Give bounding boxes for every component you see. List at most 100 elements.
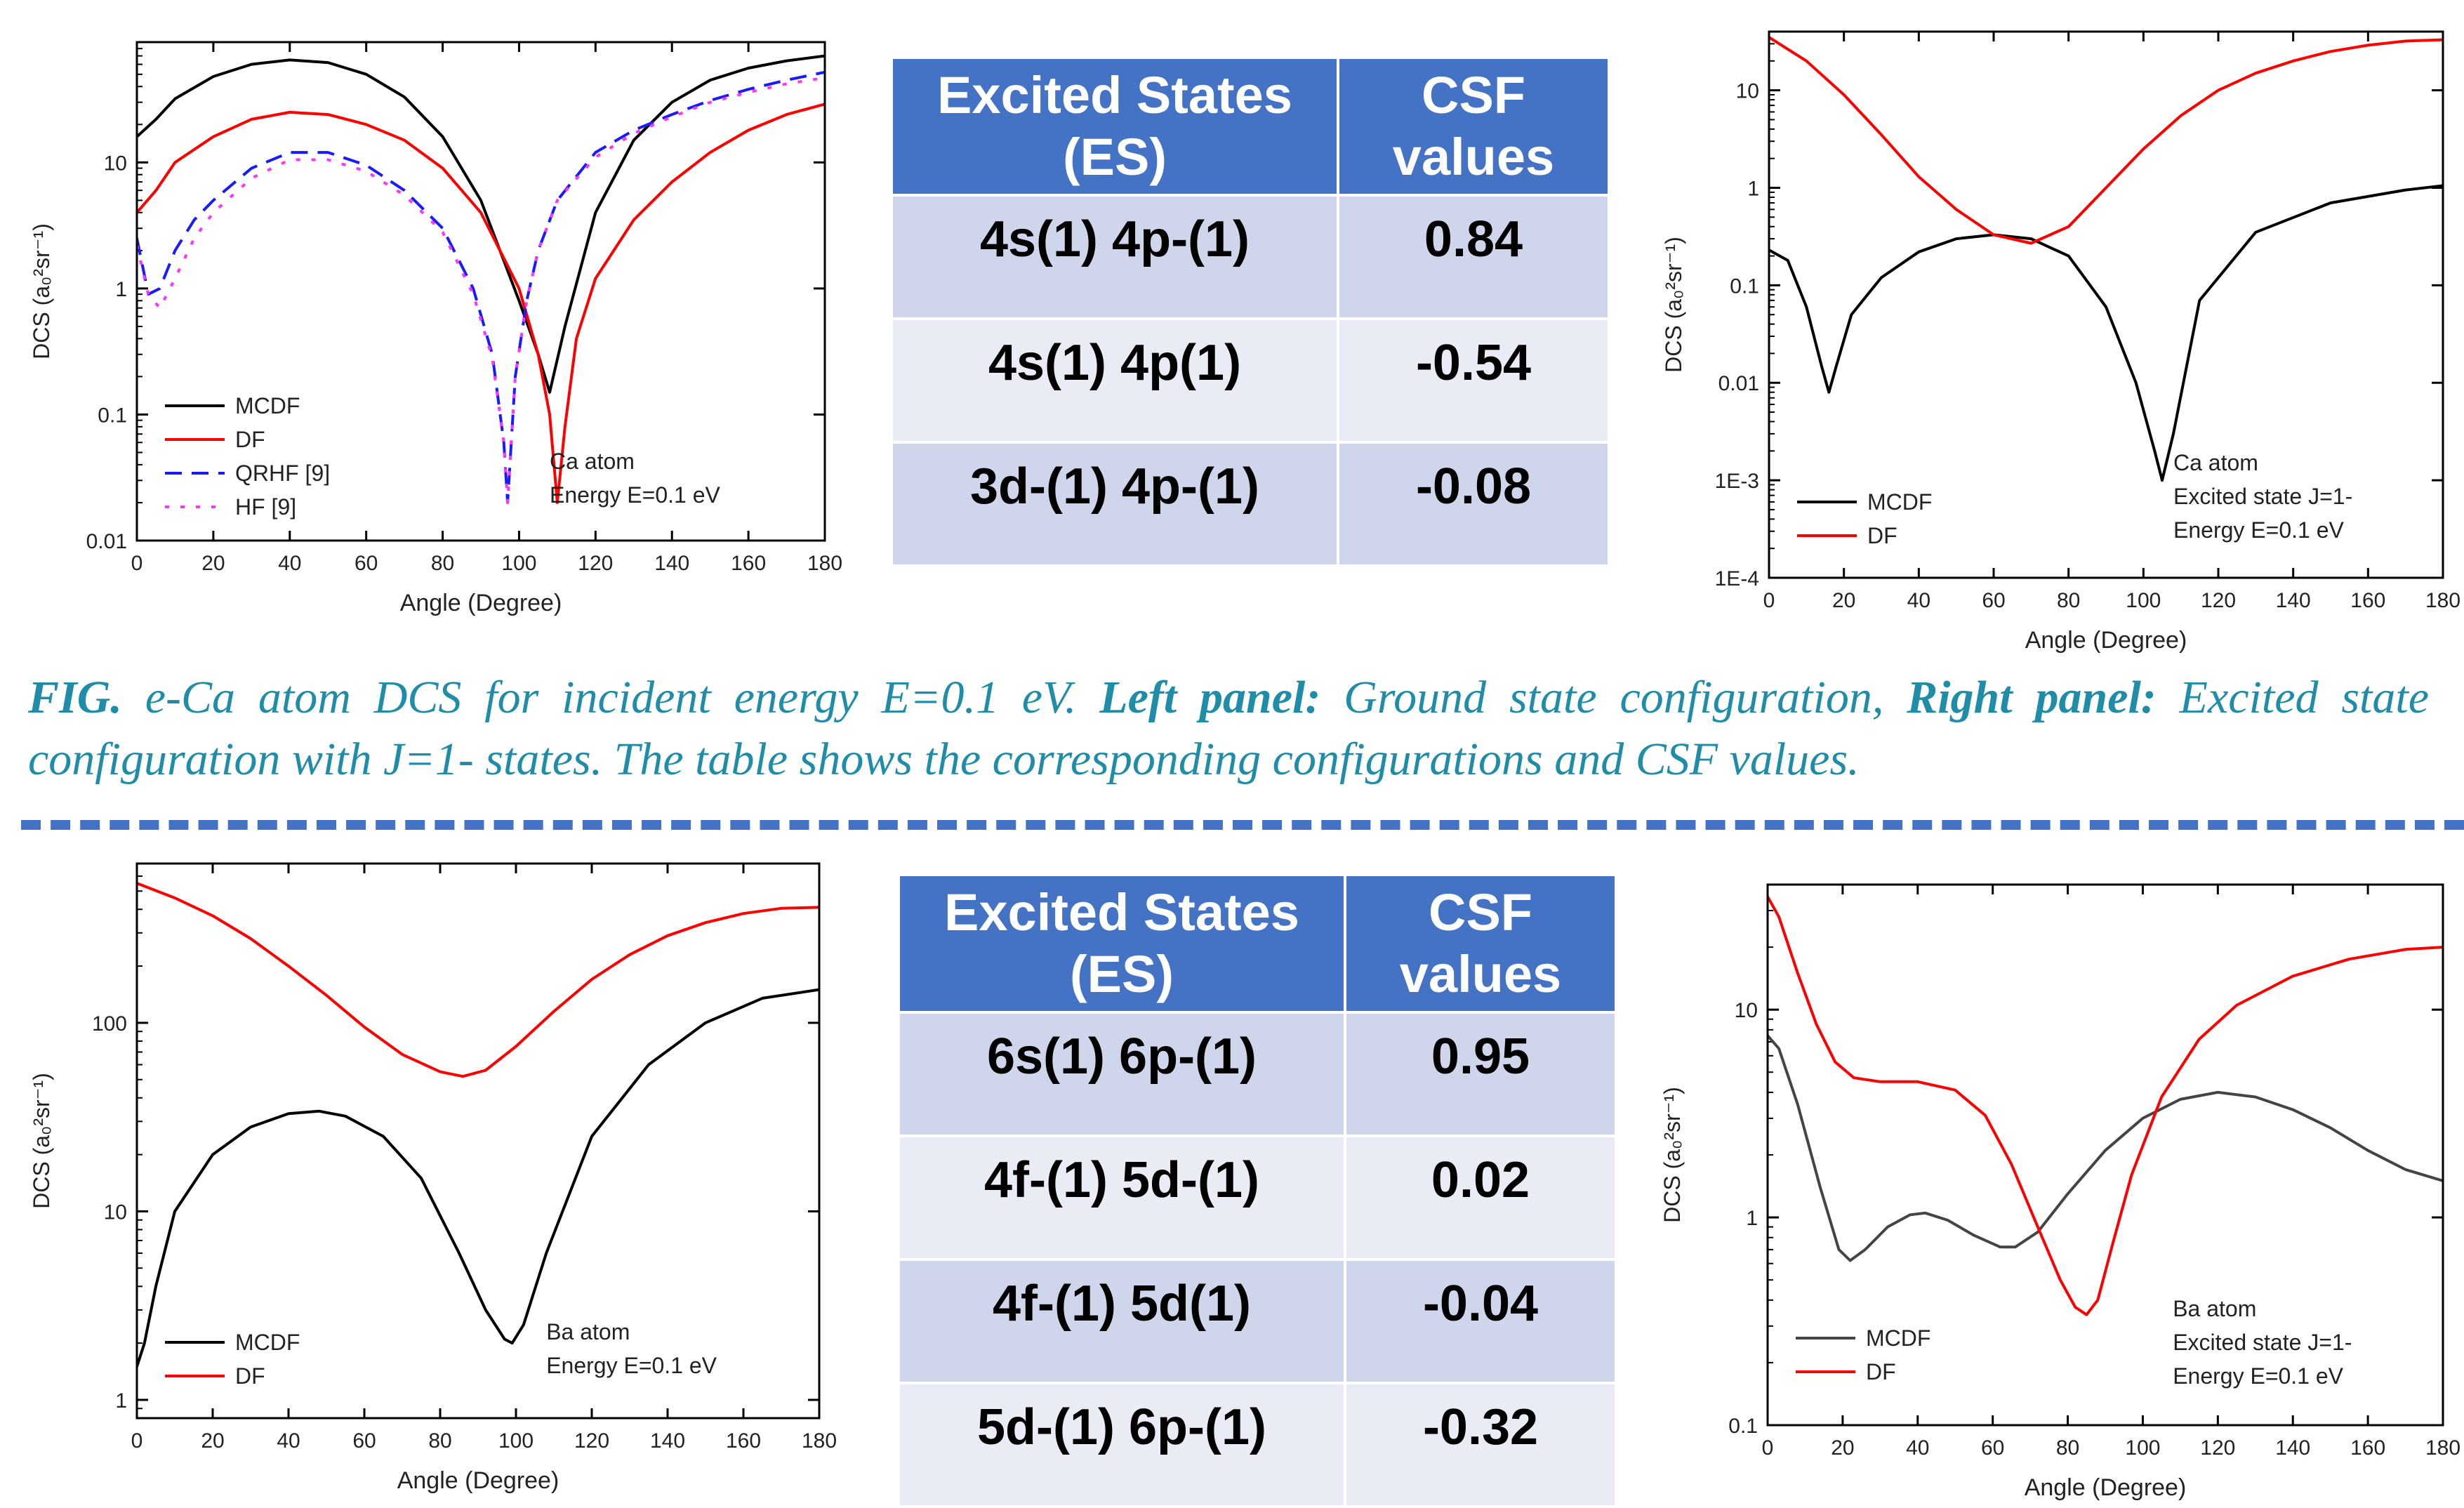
y-tick-label: 1 xyxy=(1746,1207,1758,1230)
y-axis-label: DCS (a₀²sr⁻¹) xyxy=(29,1073,54,1209)
table-row: 3d-(1) 4p-(1) -0.08 xyxy=(890,441,1610,567)
x-tick-label: 120 xyxy=(578,552,613,575)
x-tick-label: 100 xyxy=(501,552,536,575)
table-cell-state: 4f-(1) 5d(1) xyxy=(897,1258,1346,1384)
annotation-text: Excited state J=1- xyxy=(2173,484,2352,509)
x-tick-label: 160 xyxy=(2350,589,2385,612)
table-cell-state: 5d-(1) 6p-(1) xyxy=(897,1382,1346,1508)
table-cell-csf: 0.02 xyxy=(1344,1135,1617,1261)
y-axis-label: DCS (a₀²sr⁻¹) xyxy=(1660,1087,1685,1223)
csf-table-ca: Excited States (ES) CSF values 4s(1) 4p-… xyxy=(890,56,1610,567)
plot-frame xyxy=(135,862,821,1420)
x-tick-label: 20 xyxy=(201,1429,224,1453)
series-line-df xyxy=(1769,36,2443,245)
y-tick-label: 1 xyxy=(115,1389,127,1413)
x-tick-label: 140 xyxy=(2275,1436,2310,1460)
annotation-text: Energy E=0.1 eV xyxy=(2173,517,2344,543)
y-tick-label: 0.01 xyxy=(1718,372,1759,395)
x-tick-label: 60 xyxy=(1982,589,2005,612)
annotation-text: Ba atom xyxy=(546,1319,630,1344)
x-tick-label: 0 xyxy=(131,552,143,575)
table-cell-state: 3d-(1) 4p-(1) xyxy=(890,441,1339,567)
y-tick-label: 1 xyxy=(115,278,127,301)
y-tick-label: 10 xyxy=(104,1201,127,1224)
x-tick-label: 180 xyxy=(807,552,842,575)
table-cell-csf: -0.54 xyxy=(1337,317,1610,444)
x-tick-label: 160 xyxy=(2350,1436,2385,1460)
x-tick-label: 180 xyxy=(2425,589,2460,612)
x-tick-label: 100 xyxy=(498,1429,534,1453)
x-axis-label: Angle (Degree) xyxy=(2025,1474,2187,1501)
x-tick-label: 40 xyxy=(1907,589,1930,612)
y-tick-label: 10 xyxy=(1736,80,1759,103)
plot-frame xyxy=(1768,30,2444,579)
table-header-excited-states: Excited States (ES) xyxy=(897,873,1346,1014)
x-tick-label: 0 xyxy=(1763,589,1775,612)
caption-text-2: Ground state configuration, xyxy=(1320,672,1907,723)
x-tick-label: 100 xyxy=(2126,589,2161,612)
legend-label: DF xyxy=(1866,1359,1896,1384)
annotation-text: Energy E=0.1 eV xyxy=(550,482,720,508)
series-line-df xyxy=(137,102,825,504)
y-axis-label: DCS (a₀²sr⁻¹) xyxy=(29,223,54,359)
x-tick-label: 60 xyxy=(355,552,378,575)
x-tick-label: 120 xyxy=(2200,1436,2235,1460)
y-tick-label: 0.1 xyxy=(1728,1415,1758,1438)
series-line-df xyxy=(1768,896,2443,1316)
csf-table-ba: Excited States (ES) CSF values 6s(1) 6p-… xyxy=(897,873,1617,1508)
plot-frame xyxy=(135,41,826,542)
x-tick-label: 120 xyxy=(2201,589,2236,612)
x-tick-label: 80 xyxy=(428,1429,451,1453)
x-tick-label: 40 xyxy=(277,1429,300,1453)
y-axis-label: DCS (a₀²sr⁻¹) xyxy=(1661,237,1686,373)
dashed-divider xyxy=(21,820,2464,830)
series-line-hf-9 xyxy=(137,76,825,504)
legend-label: HF [9] xyxy=(235,494,296,520)
chart-ca-excited: 0 20 40 60 80 100 120 140 160 180 1E-4 1E-3 0.01 0.1 1… xyxy=(1615,0,2464,660)
x-tick-label: 80 xyxy=(2056,1436,2079,1460)
y-tick-label: 10 xyxy=(1735,999,1758,1022)
legend-label: MCDF xyxy=(1866,1325,1930,1351)
y-tick-label: 1 xyxy=(1747,177,1759,200)
y-tick-label: 0.1 xyxy=(98,404,127,427)
x-tick-label: 140 xyxy=(2276,589,2311,612)
annotation-text: Ca atom xyxy=(550,449,635,474)
x-tick-label: 60 xyxy=(352,1429,376,1453)
table-row: 4f-(1) 5d-(1) 0.02 xyxy=(897,1135,1617,1261)
table-cell-state: 4f-(1) 5d-(1) xyxy=(897,1135,1346,1261)
x-tick-label: 120 xyxy=(574,1429,609,1453)
x-tick-label: 20 xyxy=(1831,1436,1854,1460)
chart-ba-excited: 0 20 40 60 80 100 120 140 160 180 0.1 1 10 Angle (Deg… xyxy=(1615,842,2464,1504)
table-row: 4s(1) 4p-(1) 0.84 xyxy=(890,194,1610,320)
x-tick-label: 40 xyxy=(1906,1436,1929,1460)
caption-fig-label: FIG. xyxy=(28,672,122,723)
x-tick-label: 80 xyxy=(2057,589,2080,612)
caption-text-3: Excited state configuration with J=1- st… xyxy=(28,672,2430,785)
caption-text-1: e-Ca atom DCS for incident energy E=0.1 … xyxy=(121,672,1100,723)
series-line-mcdf xyxy=(137,54,825,394)
table-cell-csf: 0.84 xyxy=(1337,194,1610,320)
caption-right-panel-label: Right panel: xyxy=(1907,672,2157,723)
table-cell-state: 6s(1) 6p-(1) xyxy=(897,1011,1346,1137)
series-line-mcdf xyxy=(1768,1034,2443,1262)
x-tick-label: 180 xyxy=(802,1429,837,1453)
legend-label: DF xyxy=(235,1363,265,1389)
x-axis-label: Angle (Degree) xyxy=(2025,627,2187,654)
table-cell-csf: -0.32 xyxy=(1344,1382,1617,1508)
series-line-mcdf xyxy=(137,988,819,1368)
table-row: 4f-(1) 5d(1) -0.04 xyxy=(897,1258,1617,1384)
legend-label: MCDF xyxy=(235,393,300,418)
table-cell-csf: -0.08 xyxy=(1337,441,1610,567)
x-tick-label: 40 xyxy=(278,552,301,575)
y-tick-label: 0.01 xyxy=(86,530,127,553)
x-tick-label: 0 xyxy=(1762,1436,1774,1460)
x-tick-label: 160 xyxy=(731,552,766,575)
figure-caption: FIG. e-Ca atom DCS for incident energy E… xyxy=(28,667,2429,791)
x-tick-label: 80 xyxy=(431,552,454,575)
chart-ba-ground: 0 20 40 60 80 100 120 140 160 180 1 10 100 Angle (Deg… xyxy=(0,842,863,1504)
table-cell-state: 4s(1) 4p(1) xyxy=(890,317,1339,444)
x-axis-label: Angle (Degree) xyxy=(400,590,562,616)
x-axis-label: Angle (Degree) xyxy=(397,1467,559,1494)
y-tick-label: 0.1 xyxy=(1730,275,1759,298)
x-tick-label: 140 xyxy=(650,1429,685,1453)
